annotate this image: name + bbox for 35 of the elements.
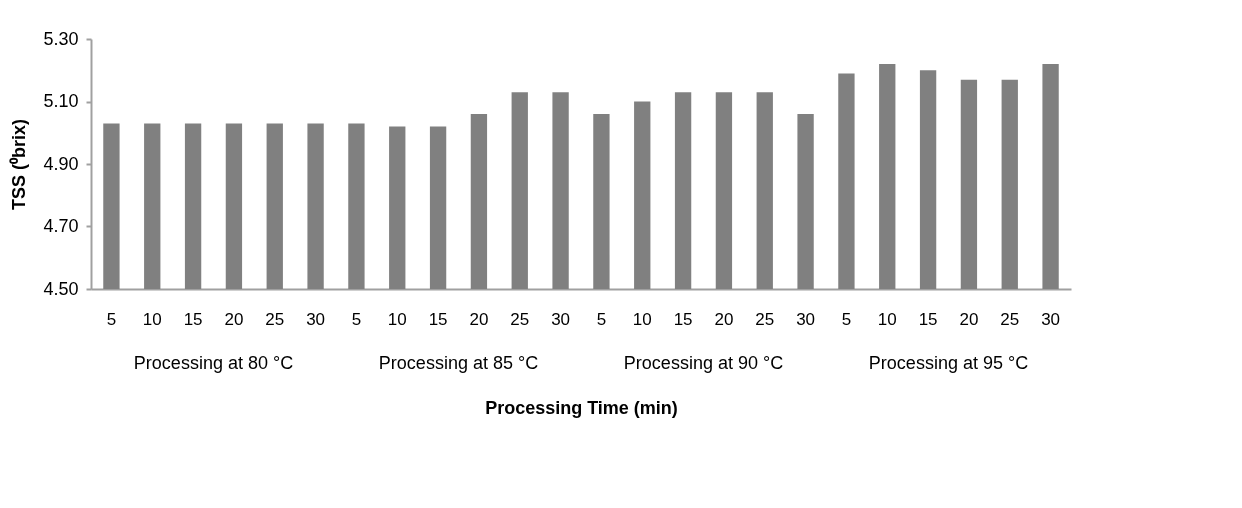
- x-tick-label: 20: [959, 309, 979, 329]
- x-tick-label: 15: [428, 309, 448, 329]
- x-tick-label: 10: [142, 309, 162, 329]
- y-tick-label: 5.10: [43, 91, 79, 111]
- x-tick-label: 5: [106, 309, 117, 329]
- x-tick-label: 25: [510, 309, 530, 329]
- x-tick-label: 30: [796, 309, 816, 329]
- text: Processing at 90 °C: [623, 353, 784, 373]
- x-tick-label: 25: [755, 309, 775, 329]
- x-tick-label: 30: [1041, 309, 1061, 329]
- text: Processing at 95 °C: [868, 353, 1029, 373]
- x-tick-label: 5: [841, 309, 852, 329]
- y-tick-label: 4.50: [43, 278, 79, 299]
- text: Processing at 85 °C: [378, 353, 539, 373]
- x-tick-label: 30: [306, 309, 326, 329]
- x-tick-label: 10: [632, 309, 652, 329]
- x-tick-label: 15: [918, 309, 938, 329]
- x-tick-label: 15: [183, 309, 203, 329]
- x-tick-label: 25: [265, 309, 285, 329]
- text: Processing at 80 °C: [133, 353, 294, 373]
- y-tick-label: 4.70: [43, 216, 79, 236]
- x-tick-label: 10: [877, 309, 897, 329]
- x-tick-label: 20: [224, 309, 244, 329]
- x-tick-label: 20: [714, 309, 734, 329]
- x-tick-label: 5: [596, 309, 607, 329]
- x-tick-label: 30: [551, 309, 571, 329]
- x-tick-label: 20: [469, 309, 489, 329]
- x-tick-label: 25: [1000, 309, 1020, 329]
- y-tick-label: 5.30: [43, 28, 79, 49]
- x-tick-label: 15: [673, 309, 693, 329]
- x-axis-title: Processing Time (min): [485, 397, 678, 418]
- x-tick-label: 10: [387, 309, 407, 329]
- x-tick-label: 5: [351, 309, 362, 329]
- y-axis-title: TSS (⁰brix): [9, 118, 30, 211]
- y-tick-label: 4.90: [43, 153, 79, 174]
